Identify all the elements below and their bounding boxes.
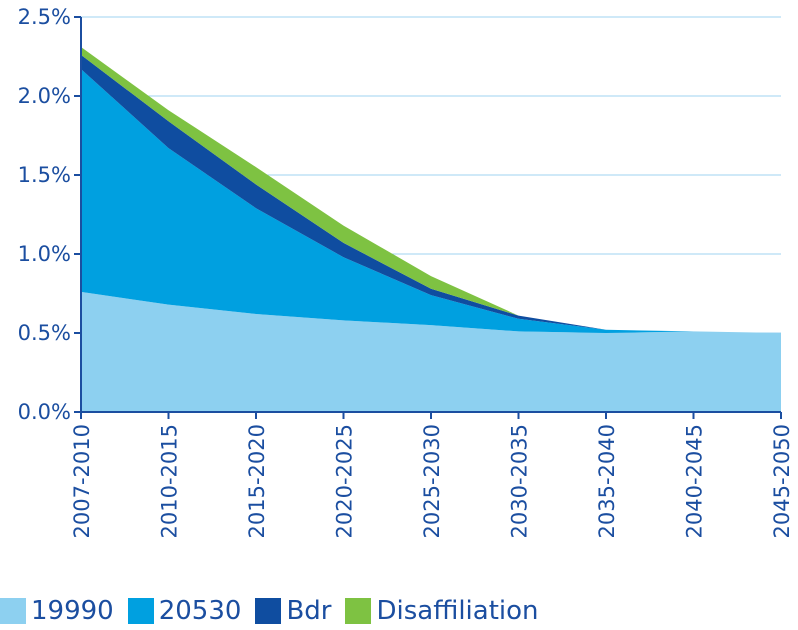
y-tick-label: 2.0% bbox=[18, 84, 71, 108]
legend-label: 19990 bbox=[31, 596, 114, 626]
y-tick-label: 1.5% bbox=[18, 163, 71, 187]
x-tick-label: 2015-2020 bbox=[245, 424, 269, 538]
legend-item: 19990 bbox=[0, 596, 114, 626]
x-tick-label: 2040-2045 bbox=[683, 424, 707, 538]
legend-item: 20530 bbox=[127, 596, 242, 626]
y-tick-label: 2.5% bbox=[18, 5, 71, 29]
y-tick-label: 1.0% bbox=[18, 242, 71, 266]
x-tick-label: 2010-2015 bbox=[158, 424, 182, 538]
x-axis-tick-labels: 2007-2010 2010-2015 2015-2020 2020-2025 2025… bbox=[70, 424, 794, 538]
legend-item: Disaffiliation bbox=[345, 596, 539, 626]
x-tick-label: 2035-2040 bbox=[595, 424, 619, 538]
legend: 19990 20530 Bdr Disaffiliation bbox=[0, 594, 553, 628]
legend-label: 20530 bbox=[158, 596, 242, 626]
legend-label: Bdr bbox=[286, 596, 332, 626]
y-tick-label: 0.0% bbox=[18, 400, 71, 424]
area-series-group bbox=[81, 47, 781, 412]
legend-swatch bbox=[127, 598, 154, 624]
x-tick-label: 2025-2030 bbox=[420, 424, 444, 538]
x-tick-label: 2007-2010 bbox=[70, 424, 94, 538]
y-axis-tick-labels: 0.0% 0.5% 1.0% 1.5% 2.0% 2.5% bbox=[18, 5, 71, 424]
legend-label: Disaffiliation bbox=[376, 596, 539, 626]
x-tick-label: 2045-2050 bbox=[770, 424, 794, 538]
axes bbox=[74, 16, 782, 419]
legend-item: Bdr bbox=[255, 596, 331, 626]
y-tick-label: 0.5% bbox=[18, 321, 71, 345]
x-tick-label: 2030-2035 bbox=[508, 424, 532, 538]
x-tick-label: 2020-2025 bbox=[333, 424, 357, 538]
legend-swatch bbox=[255, 598, 282, 624]
legend-swatch bbox=[345, 598, 372, 624]
legend-swatch bbox=[0, 598, 26, 624]
area-series-19990 bbox=[81, 291, 781, 412]
area-series-20530 bbox=[81, 69, 781, 333]
